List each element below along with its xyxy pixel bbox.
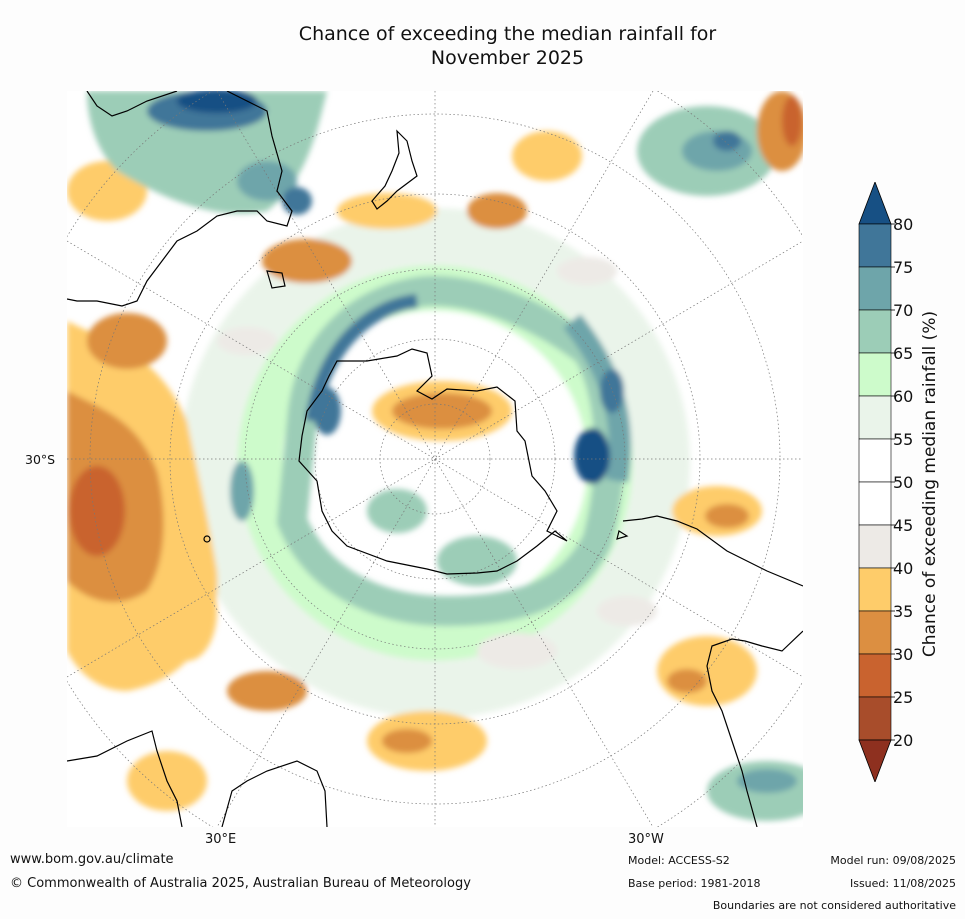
colorbar-bin xyxy=(858,653,892,698)
graticule xyxy=(67,91,803,827)
colorbar-bin xyxy=(858,223,892,268)
lon-label-30w: 30°W xyxy=(628,832,664,847)
colorbar-bin xyxy=(858,438,892,483)
colorbar-bin xyxy=(858,395,892,440)
colorbar-bin xyxy=(858,696,892,741)
footer-website: www.bom.gov.au/climate xyxy=(10,852,174,867)
footer-copyright: © Commonwealth of Australia 2025, Austra… xyxy=(10,876,471,891)
footer-base-period: Base period: 1981-2018 xyxy=(628,877,761,890)
map-title-line-2: November 2025 xyxy=(430,47,585,69)
colorbar-tick-label: 80 xyxy=(893,215,913,234)
coastlines xyxy=(67,91,803,827)
colorbar: 80 75 70 65 60 55 50 45 40 35 30 25 20 xyxy=(858,180,965,784)
colorbar-tick-label: 40 xyxy=(893,559,913,578)
colorbar-tick-label: 50 xyxy=(893,473,913,492)
footer-disclaimer: Boundaries are not considered authoritat… xyxy=(712,899,956,912)
colorbar-graphic: 80 75 70 65 60 55 50 45 40 35 30 25 20 xyxy=(858,180,913,784)
colorbar-bin xyxy=(858,610,892,655)
rainfall-map-canvas xyxy=(67,91,803,827)
colorbar-bin xyxy=(858,481,892,526)
colorbar-bin xyxy=(858,352,892,397)
colorbar-tick-label: 65 xyxy=(893,344,913,363)
colorbar-tick-label: 45 xyxy=(893,516,913,535)
colorbar-tick-label: 55 xyxy=(893,430,913,449)
colorbar-tick-label: 70 xyxy=(893,301,913,320)
lon-label-30e: 30°E xyxy=(205,832,237,847)
footer-model-run: Model run: 09/08/2025 xyxy=(830,854,956,867)
footer-model: Model: ACCESS-S2 xyxy=(628,854,730,867)
map-title: Chance of exceeding the median rainfall … xyxy=(0,22,965,70)
colorbar-tick-label: 30 xyxy=(893,645,913,664)
colorbar-bin xyxy=(858,524,892,569)
colorbar-bin xyxy=(858,309,892,354)
colorbar-tick-label: 60 xyxy=(893,387,913,406)
colorbar-tick-label: 20 xyxy=(893,731,913,750)
colorbar-extend-max xyxy=(858,180,892,225)
lat-label-30s: 30°S xyxy=(25,452,56,467)
colorbar-extend-min xyxy=(858,739,892,784)
colorbar-bin xyxy=(858,567,892,612)
colorbar-tick-label: 35 xyxy=(893,602,913,621)
colorbar-bin xyxy=(858,266,892,311)
colorbar-title: Chance of exceeding median rainfall (%) xyxy=(920,310,940,658)
map-title-line-1: Chance of exceeding the median rainfall … xyxy=(298,23,717,45)
footer-issued: Issued: 11/08/2025 xyxy=(849,877,956,890)
colorbar-tick-label: 75 xyxy=(893,258,913,277)
rainfall-map xyxy=(67,91,803,827)
colorbar-tick-label: 25 xyxy=(893,688,913,707)
